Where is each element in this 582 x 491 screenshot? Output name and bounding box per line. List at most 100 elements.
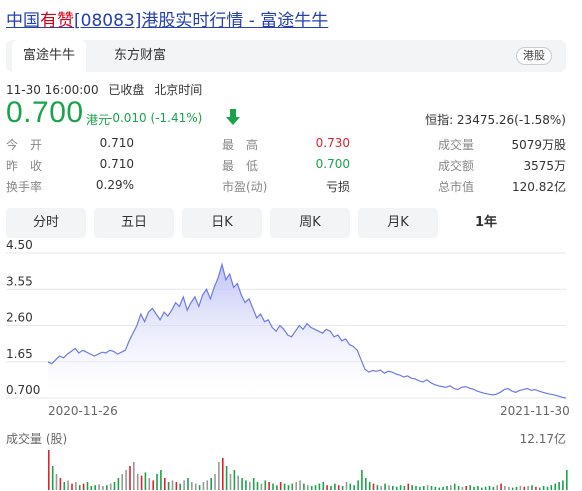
- volume-title: 成交量 (股): [6, 432, 68, 446]
- volume-bar: [214, 474, 216, 490]
- volume-bar: [488, 486, 491, 490]
- volume-bar: [477, 486, 479, 490]
- arrow-down-icon: [226, 109, 240, 125]
- tab-futu[interactable]: 富途牛牛: [12, 40, 86, 72]
- page-title-link[interactable]: 中国有赞[08083]港股实时行情 - 富途牛牛: [6, 6, 328, 31]
- source-tab-bar: 富途牛牛 东方财富 港股: [6, 40, 566, 72]
- volume-bar: [349, 483, 352, 490]
- tab-monthly-k[interactable]: 月K: [358, 208, 438, 238]
- volume-bar: [171, 480, 174, 490]
- volume-bar: [152, 480, 154, 490]
- stat-mktcap-label: 总市值: [438, 180, 475, 194]
- volume-bar: [469, 485, 471, 490]
- tab-five-day[interactable]: 五日: [94, 208, 174, 238]
- title-prefix: 中国: [6, 11, 40, 31]
- status-timezone: 北京时间: [154, 83, 203, 97]
- volume-bar: [523, 486, 526, 490]
- title-rest: [08083]港股实时行情 - 富途牛牛: [74, 11, 329, 31]
- volume-bar: [399, 485, 402, 490]
- volume-bar: [133, 462, 135, 490]
- volume-bar: [345, 482, 348, 490]
- volume-bar: [303, 483, 305, 490]
- volume-bar: [233, 470, 236, 490]
- volume-bar: [291, 483, 294, 490]
- y-tick-label: 2.60: [6, 311, 33, 325]
- volume-bar: [430, 486, 433, 490]
- volume-bar: [299, 480, 301, 490]
- volume-bar: [59, 478, 62, 490]
- hsi-index[interactable]: 恒指: 23475.26(-1.58%): [425, 113, 566, 127]
- volume-bar: [484, 486, 487, 490]
- volume-bar: [368, 482, 371, 490]
- volume-bar: [419, 486, 421, 490]
- volume-bar: [388, 485, 390, 490]
- volume-bar: [229, 474, 232, 490]
- volume-bar: [237, 475, 239, 490]
- volume-max: 12.17亿: [519, 432, 566, 446]
- volume-bar: [500, 483, 502, 490]
- volume-bar: [55, 474, 58, 490]
- volume-bar: [423, 486, 425, 490]
- volume-bar: [372, 483, 375, 490]
- price-line: [47, 262, 567, 399]
- volume-bar: [202, 482, 205, 490]
- volume-bar: [461, 486, 464, 490]
- tab-daily-k[interactable]: 日K: [182, 208, 262, 238]
- volume-bar: [550, 485, 553, 490]
- y-tick-label: 1.65: [6, 347, 33, 361]
- volume-bar: [225, 466, 228, 490]
- stat-pe-label: 市盈(动): [222, 180, 268, 194]
- volume-bar: [113, 482, 116, 490]
- volume-bar: [194, 483, 197, 490]
- volume-bar: [51, 466, 54, 490]
- volume-bar: [341, 486, 344, 490]
- x-start-label: 2020-11-26: [48, 404, 118, 418]
- stat-high-value: 0.730: [315, 136, 350, 150]
- volume-bar: [415, 486, 417, 490]
- volume-bar: [82, 483, 85, 490]
- tab-one-year[interactable]: 1年: [446, 208, 526, 238]
- volume-bar: [376, 485, 379, 490]
- volume-bar: [465, 486, 468, 490]
- volume-bar: [206, 480, 209, 490]
- tab-intraday[interactable]: 分时: [6, 208, 86, 238]
- volume-bar: [63, 482, 66, 490]
- volume-bar: [407, 483, 410, 490]
- volume-bar: [365, 478, 367, 490]
- volume-bar: [94, 485, 96, 490]
- volume-bar: [380, 486, 382, 490]
- tab-eastmoney[interactable]: 东方财富: [113, 48, 166, 63]
- volume-bar: [164, 478, 166, 490]
- volume-bar: [446, 486, 448, 490]
- volume-bar: [272, 483, 274, 490]
- title-highlight: 有赞: [40, 11, 74, 31]
- status-timestamp: 11-30 16:00:00: [6, 83, 99, 97]
- volume-bar: [287, 485, 290, 490]
- volume-bar: [249, 482, 251, 490]
- tab-weekly-k[interactable]: 周K: [270, 208, 350, 238]
- volume-bar: [264, 480, 267, 490]
- volume-bar: [318, 483, 321, 490]
- stat-amount-value: 3575万: [523, 159, 566, 173]
- volume-bar: [453, 483, 456, 490]
- volume-bar: [395, 486, 398, 490]
- volume-bar: [86, 482, 89, 490]
- volume-bar: [566, 470, 568, 490]
- volume-bar: [75, 482, 77, 490]
- volume-bar: [260, 483, 263, 490]
- volume-bar: [411, 485, 413, 490]
- price-area: [48, 264, 566, 398]
- volume-bar: [562, 480, 564, 490]
- volume-bar: [268, 482, 270, 490]
- volume-bar: [504, 486, 506, 490]
- volume-bar: [392, 486, 394, 490]
- volume-bar: [531, 485, 533, 490]
- volume-bar: [106, 485, 108, 490]
- price-chart[interactable]: 4.50 3.55 2.60 1.65 0.700 2020-11-26 2021-11…: [0, 240, 582, 491]
- market-badge: 港股: [516, 47, 552, 65]
- volume-bar: [337, 485, 340, 490]
- stat-low-label: 最 低: [222, 159, 259, 173]
- volume-bar: [353, 485, 355, 490]
- volume-bar: [175, 482, 178, 490]
- volume-bar: [245, 480, 247, 490]
